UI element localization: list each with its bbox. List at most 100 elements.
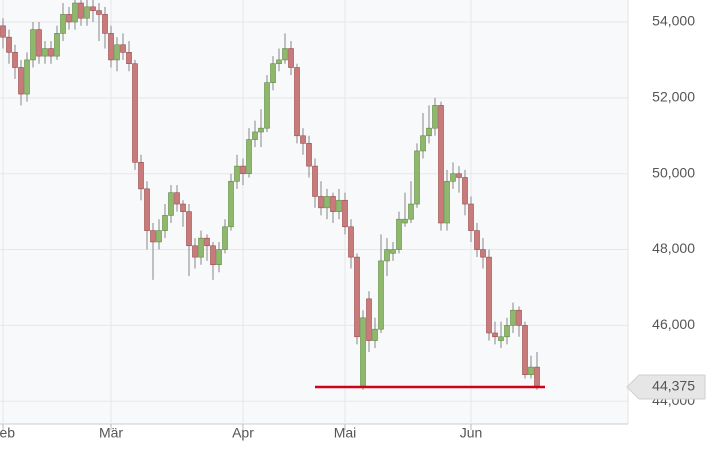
x-tick-label: Mär [99, 425, 123, 441]
plot-area [0, 0, 628, 424]
candle-body [204, 237, 210, 247]
candle-body [270, 63, 276, 83]
candle-body [162, 215, 168, 231]
candle-body [126, 52, 132, 65]
candle-body [342, 199, 348, 228]
candle-body [60, 14, 66, 34]
candle-body [450, 173, 456, 182]
candle-body [108, 33, 114, 61]
candle-body [462, 177, 468, 205]
candle-body [168, 192, 174, 216]
candle-body [144, 188, 150, 231]
candle-body [174, 192, 180, 205]
candles [0, 0, 545, 390]
y-tick-label: 46,000 [652, 316, 695, 332]
candle-body [336, 199, 342, 212]
candle-body [498, 336, 504, 341]
candle-body [222, 226, 228, 250]
candle-body [180, 203, 186, 212]
candle-body [348, 226, 354, 258]
candle-body [300, 135, 306, 144]
candle-body [210, 245, 216, 266]
candle-body [306, 143, 312, 167]
candle-body [360, 317, 366, 387]
candle-body [438, 105, 444, 224]
y-tick-label: 48,000 [652, 240, 695, 256]
candle-body [42, 48, 48, 57]
candle-body [384, 249, 390, 262]
candle-body [426, 127, 432, 137]
candle-body [84, 6, 90, 19]
candle-body [90, 6, 96, 11]
candle-body [324, 196, 330, 209]
candle-body [96, 10, 102, 15]
candle-body [30, 29, 36, 61]
candle-body [444, 180, 450, 224]
candle-body [72, 2, 78, 23]
candle-body [36, 29, 42, 57]
candle-body [66, 14, 72, 23]
candle-body [432, 105, 438, 129]
candle-body [246, 139, 252, 174]
candle-body [252, 131, 258, 140]
y-tick-label: 52,000 [652, 89, 695, 105]
candle-body [294, 67, 300, 137]
candle-body [18, 67, 24, 95]
candle-body [138, 162, 144, 190]
candle-body [330, 196, 336, 212]
candle-body [234, 165, 240, 182]
x-tick-label: Jun [460, 425, 483, 441]
candle-body [24, 59, 30, 95]
candle-body [396, 218, 402, 250]
y-tick-label: 54,000 [652, 13, 695, 29]
candle-body [186, 211, 192, 247]
candle-body [366, 298, 372, 341]
candle-body [216, 249, 222, 266]
x-tick-label: Mai [334, 425, 357, 441]
candle-body [468, 203, 474, 231]
candle-body [504, 325, 510, 338]
candle-body [522, 325, 528, 375]
candle-body [192, 245, 198, 258]
candle-body [414, 150, 420, 205]
candle-body [402, 218, 408, 224]
candle-body [420, 135, 426, 152]
candle-body [282, 48, 288, 61]
candle-body [390, 249, 396, 254]
candle-body [156, 230, 162, 243]
x-tick-label: Apr [232, 425, 254, 441]
candle-body [318, 196, 324, 209]
candle-body [492, 332, 498, 338]
candle-body [228, 180, 234, 228]
labels: 44,00046,00048,00050,00052,00054,000FebM… [0, 13, 706, 441]
candle-body [0, 25, 6, 38]
candle-body [534, 366, 540, 388]
candle-body [48, 48, 54, 57]
price-tag [626, 374, 706, 400]
candle-body [198, 237, 204, 258]
candle-body [456, 173, 462, 178]
candle-body [78, 2, 84, 19]
y-tick-label: 50,000 [652, 164, 695, 180]
candle-body [264, 82, 270, 129]
candle-body [132, 63, 138, 163]
x-tick-label: Feb [0, 425, 15, 441]
candle-body [408, 203, 414, 220]
candle-body [516, 309, 522, 326]
candle-body [12, 52, 18, 68]
candle-body [54, 33, 60, 57]
candle-body [474, 230, 480, 250]
candle-body [312, 165, 318, 197]
candle-body [102, 14, 108, 34]
candle-body [480, 249, 486, 258]
candle-body [486, 256, 492, 334]
candle-body [354, 256, 360, 338]
candle-body [258, 127, 264, 133]
candle-body [276, 59, 282, 65]
candle-body [114, 44, 120, 61]
candle-body [6, 36, 12, 53]
candle-body [510, 309, 516, 326]
candle-body [120, 44, 126, 53]
price-tag-label: 44,375 [652, 378, 695, 394]
